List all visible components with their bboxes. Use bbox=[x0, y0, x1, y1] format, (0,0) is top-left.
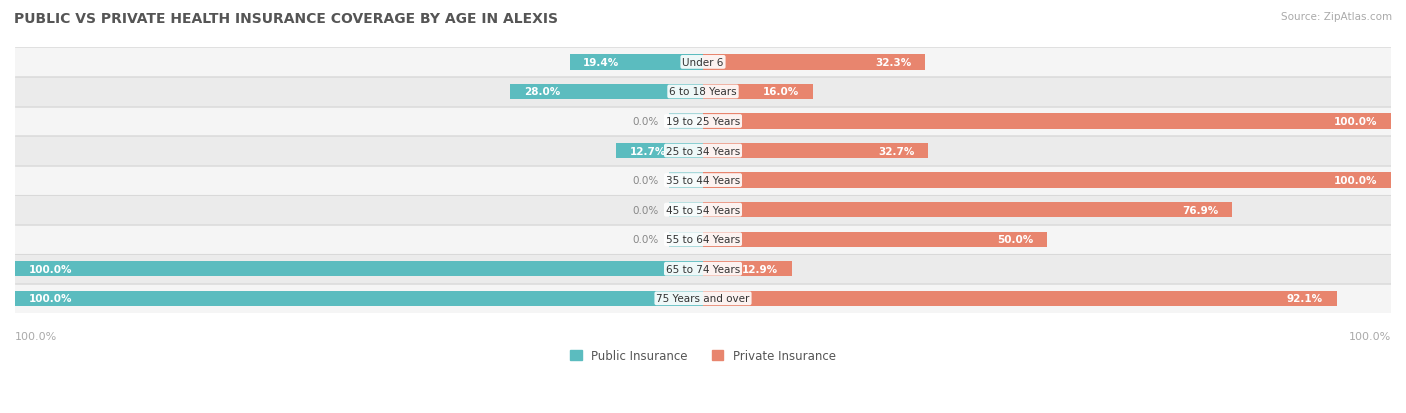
Text: 50.0%: 50.0% bbox=[997, 235, 1033, 244]
Text: 45 to 54 Years: 45 to 54 Years bbox=[666, 205, 740, 215]
Bar bbox=[616, 143, 703, 159]
Bar bbox=[15, 166, 1391, 195]
Text: 16.0%: 16.0% bbox=[763, 87, 800, 97]
Text: 55 to 64 Years: 55 to 64 Years bbox=[666, 235, 740, 244]
Text: 100.0%: 100.0% bbox=[1348, 331, 1391, 341]
Text: 75 Years and over: 75 Years and over bbox=[657, 294, 749, 304]
Bar bbox=[15, 255, 1391, 284]
Text: 92.1%: 92.1% bbox=[1286, 294, 1323, 304]
Bar bbox=[569, 55, 703, 70]
Bar bbox=[703, 55, 925, 70]
Bar bbox=[15, 137, 1391, 166]
Text: 100.0%: 100.0% bbox=[28, 264, 72, 274]
Bar bbox=[15, 284, 1391, 313]
Text: 6 to 18 Years: 6 to 18 Years bbox=[669, 87, 737, 97]
Text: 19 to 25 Years: 19 to 25 Years bbox=[666, 117, 740, 127]
Bar bbox=[703, 114, 1391, 129]
Bar bbox=[703, 143, 928, 159]
Text: 12.9%: 12.9% bbox=[742, 264, 778, 274]
Bar bbox=[703, 261, 792, 277]
Text: 28.0%: 28.0% bbox=[524, 87, 561, 97]
Bar bbox=[669, 114, 703, 129]
Bar bbox=[15, 48, 1391, 77]
Text: 32.7%: 32.7% bbox=[877, 146, 914, 156]
Text: Under 6: Under 6 bbox=[682, 58, 724, 68]
Text: PUBLIC VS PRIVATE HEALTH INSURANCE COVERAGE BY AGE IN ALEXIS: PUBLIC VS PRIVATE HEALTH INSURANCE COVER… bbox=[14, 12, 558, 26]
Legend: Public Insurance, Private Insurance: Public Insurance, Private Insurance bbox=[567, 346, 839, 366]
Bar bbox=[703, 85, 813, 100]
Bar bbox=[15, 291, 703, 306]
Text: 100.0%: 100.0% bbox=[1334, 117, 1378, 127]
Text: 35 to 44 Years: 35 to 44 Years bbox=[666, 176, 740, 186]
Text: 100.0%: 100.0% bbox=[15, 331, 58, 341]
Bar bbox=[703, 173, 1391, 188]
Bar bbox=[703, 202, 1232, 218]
Bar bbox=[15, 196, 1391, 225]
Text: 0.0%: 0.0% bbox=[633, 117, 658, 127]
Text: 32.3%: 32.3% bbox=[875, 58, 911, 68]
Text: 0.0%: 0.0% bbox=[633, 235, 658, 244]
Bar bbox=[703, 291, 1337, 306]
Bar bbox=[15, 261, 703, 277]
Text: 12.7%: 12.7% bbox=[630, 146, 666, 156]
Text: 0.0%: 0.0% bbox=[633, 176, 658, 186]
Text: 100.0%: 100.0% bbox=[1334, 176, 1378, 186]
Bar bbox=[15, 225, 1391, 254]
Bar bbox=[669, 232, 703, 247]
Text: 76.9%: 76.9% bbox=[1182, 205, 1219, 215]
Text: 25 to 34 Years: 25 to 34 Years bbox=[666, 146, 740, 156]
Bar bbox=[15, 107, 1391, 136]
Bar bbox=[15, 78, 1391, 107]
Bar bbox=[669, 202, 703, 218]
Text: 19.4%: 19.4% bbox=[583, 58, 620, 68]
Bar bbox=[510, 85, 703, 100]
Text: 100.0%: 100.0% bbox=[28, 294, 72, 304]
Text: Source: ZipAtlas.com: Source: ZipAtlas.com bbox=[1281, 12, 1392, 22]
Text: 0.0%: 0.0% bbox=[633, 205, 658, 215]
Bar bbox=[669, 173, 703, 188]
Text: 65 to 74 Years: 65 to 74 Years bbox=[666, 264, 740, 274]
Bar bbox=[703, 232, 1047, 247]
